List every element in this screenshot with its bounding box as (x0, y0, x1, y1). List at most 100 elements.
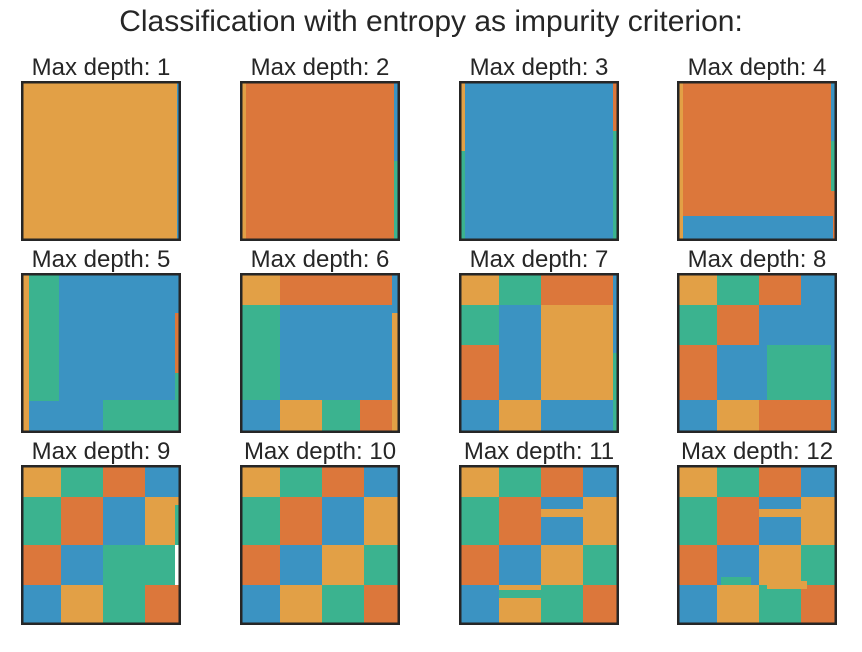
decision-region (801, 585, 837, 625)
decision-region (280, 400, 322, 433)
decision-region (103, 465, 145, 497)
decision-region (767, 345, 831, 400)
decision-surface-plot (240, 81, 400, 241)
decision-region (21, 545, 61, 585)
decision-region (677, 273, 717, 305)
decision-region (717, 400, 759, 433)
decision-surface-plot (240, 273, 400, 433)
decision-region (717, 273, 759, 305)
decision-surface-panel (21, 465, 181, 625)
decision-surface-plot (677, 465, 837, 625)
decision-region (459, 305, 499, 345)
decision-region (240, 585, 280, 625)
decision-region (459, 345, 499, 400)
decision-region (759, 509, 801, 517)
decision-region (583, 585, 619, 625)
panel-title: Max depth: 9 (31, 438, 171, 465)
decision-surface-panel (459, 465, 619, 625)
panel-title: Max depth: 12 (680, 438, 834, 465)
decision-region (677, 465, 717, 497)
decision-region (459, 400, 499, 433)
decision-region (21, 585, 61, 625)
decision-region (831, 141, 837, 191)
decision-region (175, 313, 181, 373)
decision-region (801, 497, 837, 545)
decision-region (831, 81, 837, 141)
decision-region (175, 505, 181, 545)
decision-region (61, 465, 103, 497)
decision-region (240, 273, 280, 305)
decision-region (392, 313, 400, 433)
decision-surface-panel (240, 81, 400, 241)
decision-region (613, 273, 619, 353)
decision-surface-panel (21, 81, 181, 241)
decision-region (801, 545, 837, 585)
decision-region (280, 465, 322, 497)
decision-region (459, 585, 499, 625)
decision-region (360, 400, 392, 433)
decision-region (103, 497, 145, 545)
decision-region (459, 151, 465, 241)
decision-region (103, 585, 145, 625)
axes-frame (21, 465, 181, 625)
axes-frame (677, 465, 837, 625)
decision-surface-panel (677, 273, 837, 433)
decision-region (61, 497, 103, 545)
decision-surface-panel (240, 465, 400, 625)
decision-region (677, 345, 717, 400)
decision-region (240, 400, 280, 433)
panel-title: Max depth: 7 (469, 246, 609, 273)
decision-region (541, 585, 583, 625)
decision-region (717, 305, 759, 345)
decision-region (677, 81, 837, 241)
panel-title: Max depth: 3 (469, 54, 609, 81)
decision-region (392, 273, 400, 313)
decision-region (364, 497, 400, 545)
decision-region (583, 545, 619, 585)
panel-title: Max depth: 8 (687, 246, 827, 273)
decision-region (322, 400, 360, 433)
decision-region (61, 545, 103, 585)
decision-region (103, 400, 175, 433)
decision-surface-plot (21, 273, 181, 433)
decision-region (677, 81, 683, 241)
decision-region (683, 216, 833, 241)
decision-surface-plot (21, 465, 181, 625)
decision-surface-plot (459, 465, 619, 625)
decision-region (240, 305, 280, 400)
decision-region (499, 400, 541, 433)
decision-region (322, 545, 364, 585)
decision-region (721, 577, 751, 585)
decision-region (499, 465, 541, 497)
decision-region (459, 465, 499, 497)
decision-region (541, 497, 583, 545)
axes-frame (240, 81, 400, 241)
decision-region (677, 400, 717, 433)
decision-surface-panel (677, 81, 837, 241)
decision-surface-panel (21, 273, 181, 433)
decision-region (240, 497, 280, 545)
decision-region (801, 465, 837, 497)
decision-region (499, 497, 541, 545)
decision-region (322, 465, 364, 497)
decision-region (677, 585, 717, 625)
axes-frame (459, 273, 619, 433)
decision-region (677, 545, 717, 585)
decision-region (29, 273, 59, 401)
axes-frame (240, 273, 400, 433)
axes-frame (21, 81, 181, 241)
decision-region (583, 497, 619, 545)
axes-frame (677, 81, 837, 241)
axes-frame (240, 465, 400, 625)
decision-region (61, 585, 103, 625)
axes-frame (459, 81, 619, 241)
panel-title: Max depth: 10 (243, 438, 397, 465)
decision-region (145, 465, 181, 497)
decision-region (583, 465, 619, 497)
decision-region (240, 545, 280, 585)
decision-region (677, 497, 717, 545)
decision-region (21, 273, 29, 433)
decision-region (613, 131, 619, 241)
decision-region (541, 305, 613, 400)
panel-title: Max depth: 11 (463, 438, 615, 465)
